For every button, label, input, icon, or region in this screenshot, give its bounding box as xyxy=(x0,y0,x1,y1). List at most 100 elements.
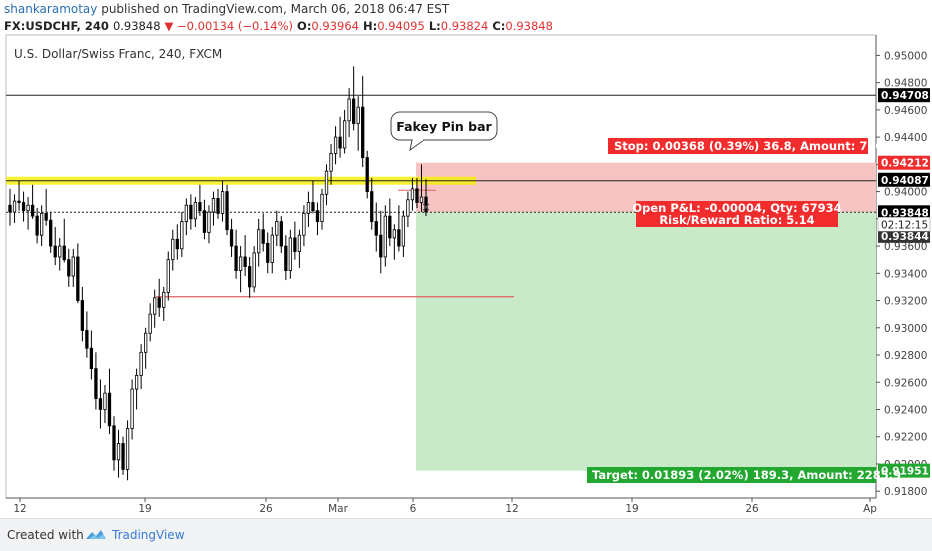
candle-body xyxy=(320,193,324,222)
tradingview-brand[interactable]: TradingView xyxy=(112,528,185,542)
candle-body xyxy=(243,256,247,267)
candle-body xyxy=(40,212,44,236)
candle-body xyxy=(220,191,225,214)
candle-body xyxy=(21,202,26,212)
candle-body xyxy=(306,202,311,214)
candle-body xyxy=(257,229,261,254)
candle-body xyxy=(234,245,238,271)
candle-body xyxy=(103,392,107,410)
candle-body xyxy=(125,428,130,470)
candle-body xyxy=(76,256,80,301)
candle-body xyxy=(193,202,198,220)
time-tick-label: 26 xyxy=(745,503,759,515)
candle-body xyxy=(107,392,112,427)
price-tick-label: 0.95000 xyxy=(884,50,927,62)
tradingview-logo-icon xyxy=(86,530,106,539)
price-tick-label: 0.91800 xyxy=(884,486,927,498)
close-value: 0.93848 xyxy=(505,19,553,33)
candle-body xyxy=(49,219,53,247)
candle-body xyxy=(12,200,17,213)
candle-body xyxy=(401,215,406,247)
candle-body xyxy=(297,234,302,252)
candle-body xyxy=(207,211,211,233)
candle-body xyxy=(370,191,374,222)
candle-body xyxy=(229,229,234,247)
publish-text: published on TradingView.com, March 06, … xyxy=(97,2,450,16)
price-tick-label: 0.93200 xyxy=(884,296,927,308)
price-tag xyxy=(878,155,930,170)
candle-body xyxy=(121,443,125,470)
candle-body xyxy=(67,259,71,277)
price-tag-label: 0.93844 xyxy=(881,231,929,243)
last-price: 0.93848 xyxy=(112,19,161,33)
candle-body xyxy=(238,256,243,271)
candle-body xyxy=(338,136,342,149)
candle-body xyxy=(419,196,424,203)
candle-body xyxy=(171,238,175,261)
candle-body xyxy=(216,198,220,214)
candle-body xyxy=(388,215,392,239)
target-label-text: Target: 0.01893 (2.02%) 189.3, Amount: 2… xyxy=(592,468,901,482)
candle-body xyxy=(139,351,143,376)
price-tag xyxy=(878,228,930,243)
price-tick-label: 0.92600 xyxy=(884,377,927,389)
candle-body xyxy=(379,234,383,258)
candle-body xyxy=(116,443,121,461)
high-label: H: xyxy=(363,19,378,33)
price-tick-label: 0.92200 xyxy=(884,432,927,444)
candle-body xyxy=(315,210,320,222)
candle-body xyxy=(80,300,84,331)
time-tick-label: Ap xyxy=(863,503,877,515)
price-tick-label: 0.92400 xyxy=(884,404,927,416)
price-tick-label: 0.94800 xyxy=(884,78,927,90)
candle-body xyxy=(58,245,62,258)
candle-body xyxy=(157,297,161,308)
candle-body xyxy=(85,330,89,349)
high-value: 0.94095 xyxy=(377,19,425,33)
candle-body xyxy=(261,229,265,244)
candle-body xyxy=(166,259,170,293)
candle-body xyxy=(365,157,369,193)
candle-body xyxy=(383,215,387,258)
candle-body xyxy=(248,266,252,288)
callout-box[interactable] xyxy=(390,111,498,141)
candle-body xyxy=(94,368,98,399)
candle-body xyxy=(98,398,103,410)
ohlc-legend: FX:USDCHF, 240 0.93848 ▼ −0.00134 (−0.14… xyxy=(4,19,553,33)
candle-body xyxy=(184,204,188,222)
candle-body xyxy=(89,347,94,370)
candle-body xyxy=(211,198,216,213)
time-tick-label: 26 xyxy=(259,503,273,515)
close-label: C: xyxy=(492,19,506,33)
candle-body xyxy=(311,202,315,212)
price-tag-label: 0.93848 xyxy=(881,207,929,219)
time-tick-label: 12 xyxy=(505,503,518,515)
candle-body xyxy=(180,221,184,250)
low-label: L: xyxy=(428,19,441,33)
candle-body xyxy=(252,252,256,288)
candle-body xyxy=(415,188,419,203)
price-tag xyxy=(878,172,930,187)
candle-body xyxy=(288,237,292,271)
stop-label-box xyxy=(608,138,868,154)
price-chart[interactable]: U.S. Dollar/Swiss Franc, 240, FXCM 0.950… xyxy=(0,0,932,518)
candle-body xyxy=(30,204,35,217)
author-link[interactable]: shankaramotay xyxy=(4,2,98,16)
candle-body xyxy=(333,136,338,154)
price-tick-label: 0.93600 xyxy=(884,241,927,253)
candle-body xyxy=(356,106,360,124)
symbol-label: FX:USDCHF, 240 xyxy=(4,19,109,33)
countdown-label: 02:12:15 xyxy=(881,219,928,231)
callout-text: Fakey Pin bar xyxy=(396,119,492,134)
candle-body xyxy=(198,202,202,212)
price-tick-label: 0.93000 xyxy=(884,323,927,335)
open-value: 0.93964 xyxy=(311,19,359,33)
candle-body xyxy=(8,204,12,213)
countdown-tag xyxy=(877,217,931,232)
candle-body xyxy=(189,204,193,220)
candle-body xyxy=(347,98,351,122)
candle-body xyxy=(225,191,229,231)
time-tick-label: 19 xyxy=(138,503,151,515)
target-label-box xyxy=(587,467,876,483)
price-tag xyxy=(878,463,930,478)
